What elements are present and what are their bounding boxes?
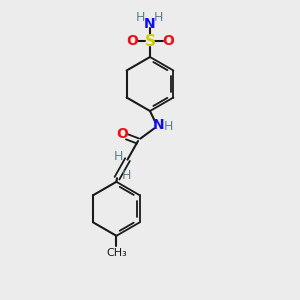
Text: N: N bbox=[153, 118, 165, 132]
Text: CH₃: CH₃ bbox=[106, 248, 127, 258]
Text: H: H bbox=[136, 11, 145, 24]
Text: H: H bbox=[114, 150, 123, 163]
Text: H: H bbox=[164, 120, 173, 134]
Text: H: H bbox=[154, 11, 163, 24]
Text: N: N bbox=[144, 17, 156, 31]
Text: H: H bbox=[122, 169, 131, 182]
Text: O: O bbox=[162, 34, 174, 48]
Text: O: O bbox=[126, 34, 138, 48]
Text: S: S bbox=[145, 34, 155, 49]
Text: O: O bbox=[116, 128, 128, 141]
